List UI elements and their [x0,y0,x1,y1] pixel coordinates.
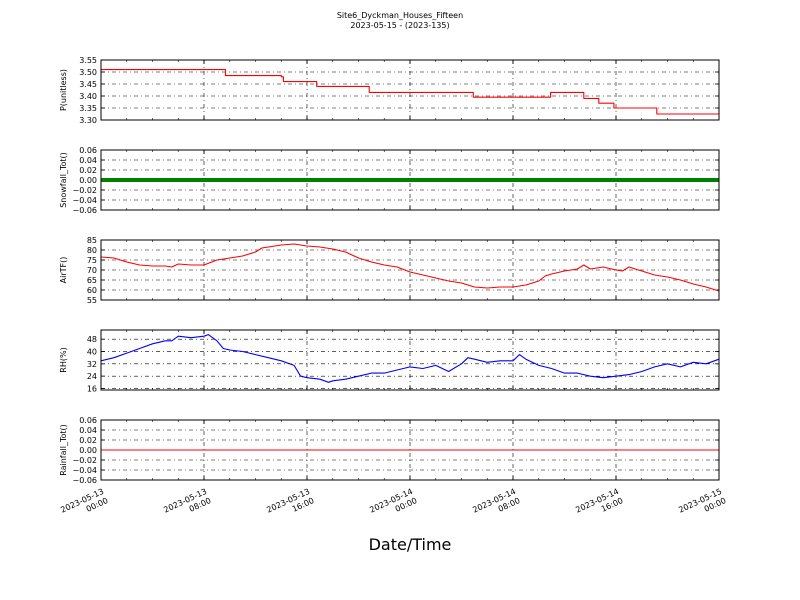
y-tick-label: 0.02 [79,166,97,175]
y-tick-label: 0.04 [79,426,97,435]
y-tick-label: 0.04 [79,156,97,165]
x-tick-label: 2023-05-1300:00 [59,487,109,524]
y-tick-label: 3.30 [79,116,97,125]
x-tick-label: 2023-05-1400:00 [368,487,418,524]
y-axis-label: AirTF() [59,257,68,284]
y-tick-label: 55 [87,296,97,305]
panel-frame [100,239,720,301]
x-tick-label: 2023-05-1416:00 [574,487,624,524]
y-tick-label: 65 [87,276,97,285]
y-tick-label: 75 [87,256,97,265]
y-tick-label: 40 [87,348,97,357]
y-tick-label: 85 [87,236,97,245]
y-tick-label: 80 [87,246,97,255]
panel-2: 0.060.040.020.00−0.02−0.04−0.06 Snowfall_… [59,146,720,215]
panel-4: 48 40 32 24 16 RH(%) [59,329,720,393]
chart-title: Site6_Dyckman_Houses_Fifteen [336,11,464,20]
x-tick-label: 2023-05-1500:00 [677,487,727,524]
y-tick-label: 3.50 [79,68,97,77]
panel-frame [100,149,720,211]
y-tick-label: 48 [87,335,97,344]
panel-5: 0.060.040.020.00−0.02−0.04−0.06 Rainfall_… [59,416,720,485]
y-tick-label: 24 [87,372,97,381]
y-axis-label: Snowfall_Tot() [59,152,68,208]
y-tick-label: −0.06 [72,476,97,485]
panel-1: 3.55 3.50 3.45 3.40 3.35 3.30 P(unitless) [59,56,720,125]
series-line-3 [100,243,720,292]
y-axis-label: P(unitless) [59,69,68,111]
y-tick-label: −0.02 [72,186,97,195]
y-tick-label: 60 [87,286,97,295]
y-axis-label: Rainfall_Tot() [59,424,68,476]
series-line-4 [100,334,720,383]
y-tick-label: −0.06 [72,206,97,215]
y-tick-label: 32 [87,360,97,369]
y-tick-label: 3.55 [79,56,97,65]
y-tick-label: −0.04 [72,196,97,205]
y-tick-label: 0.02 [79,436,97,445]
y-tick-label: 0.00 [79,176,97,185]
panel-frame [100,59,720,121]
y-tick-label: 0.06 [79,146,97,155]
x-tick-label: 2023-05-1308:00 [162,487,212,524]
x-tick-label: 2023-05-1316:00 [265,487,315,524]
y-axis-label: RH(%) [59,347,68,372]
y-tick-label: 3.40 [79,92,97,101]
y-tick-label: 0.00 [79,446,97,455]
y-tick-label: −0.02 [72,456,97,465]
y-tick-label: 3.35 [79,104,97,113]
y-tick-label: 70 [87,266,97,275]
y-tick-label: 0.06 [79,416,97,425]
panel-frame [100,329,720,391]
y-tick-label: −0.04 [72,466,97,475]
series-line-1 [101,69,719,115]
chart-subtitle: 2023-05-15 - (2023-135) [350,21,450,30]
x-tick-labels: 2023-05-1300:00 2023-05-1308:00 2023-05-13… [59,487,727,524]
panel-frame [100,419,720,481]
x-tick-label: 2023-05-1408:00 [471,487,521,524]
y-tick-label: 3.45 [79,80,97,89]
y-tick-label: 16 [87,384,97,393]
x-axis-label: Date/Time [369,535,452,554]
